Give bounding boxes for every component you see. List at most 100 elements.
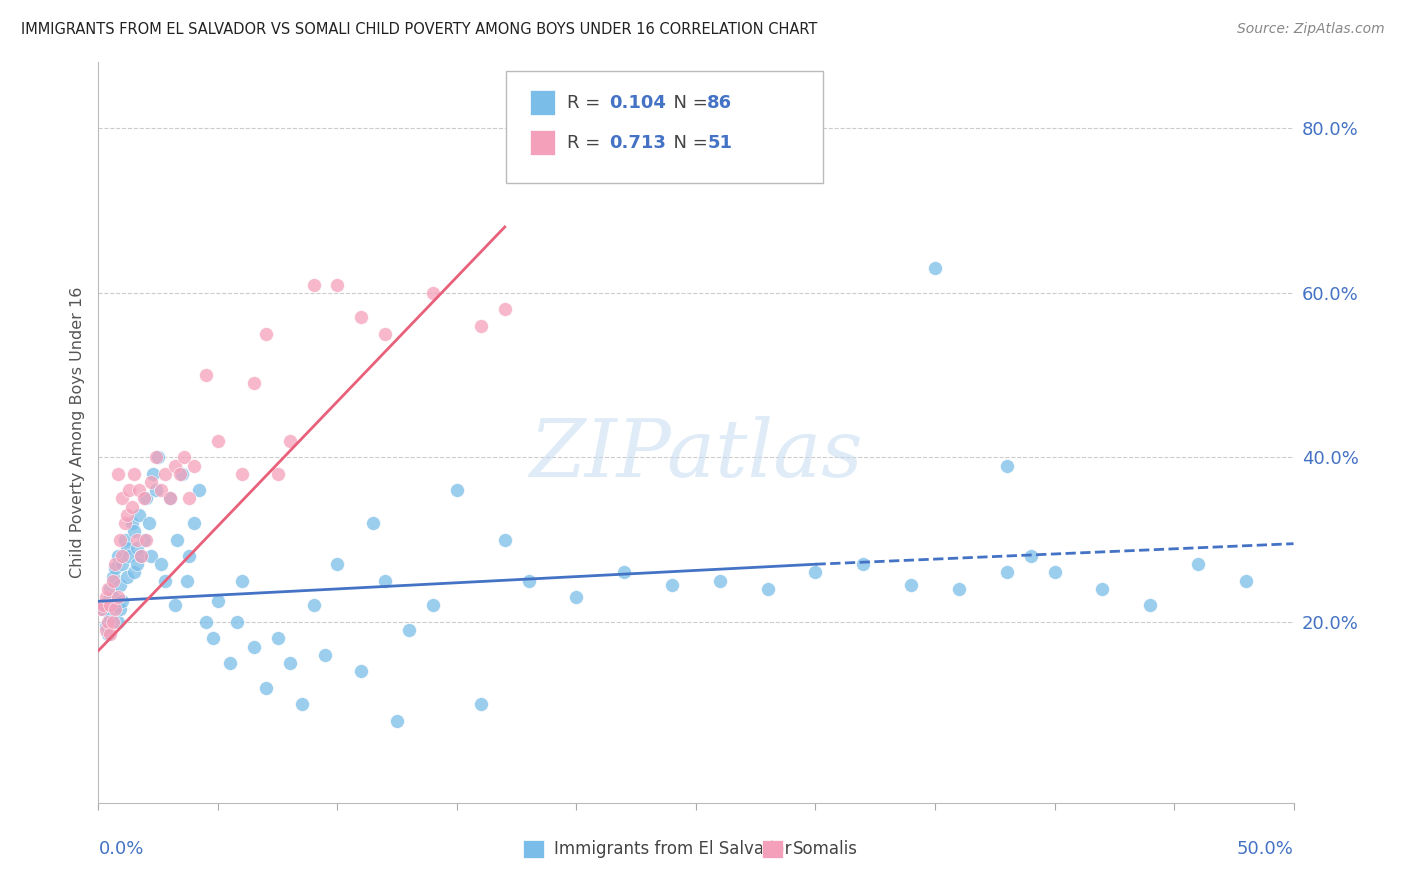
Point [159, 491, 181, 506]
Point [176, 574, 198, 588]
Point [207, 594, 229, 608]
Point [145, 483, 167, 498]
Point [131, 549, 153, 563]
Point [139, 475, 162, 489]
Point [115, 569, 138, 583]
Point [470, 697, 492, 711]
Point [125, 541, 148, 555]
Point [115, 508, 138, 522]
Text: R =: R = [567, 94, 606, 112]
Point [183, 516, 205, 530]
Point [326, 277, 349, 292]
Point [135, 533, 157, 547]
Point [111, 594, 134, 608]
Point [118, 549, 141, 563]
Point [145, 450, 167, 465]
Point [124, 467, 146, 481]
Point [108, 602, 131, 616]
Point [226, 615, 249, 629]
Point [115, 541, 138, 555]
Point [374, 574, 396, 588]
Point [385, 714, 409, 728]
Point [709, 574, 731, 588]
Point [1019, 549, 1042, 563]
Point [104, 558, 127, 572]
Point [924, 261, 946, 276]
Point [243, 376, 266, 391]
Point [326, 558, 349, 572]
Point [948, 582, 970, 596]
Point [107, 467, 129, 481]
Point [995, 566, 1018, 580]
Point [852, 558, 875, 572]
Point [995, 458, 1018, 473]
Point [97, 627, 120, 641]
Point [94, 623, 117, 637]
Point [118, 483, 141, 498]
Point [494, 533, 516, 547]
Point [125, 533, 148, 547]
Point [470, 318, 492, 333]
Point [91, 602, 114, 616]
Point [91, 599, 114, 613]
Point [291, 697, 314, 711]
Point [107, 549, 129, 563]
Text: 0.713: 0.713 [609, 134, 665, 152]
Point [756, 582, 779, 596]
Point [254, 681, 277, 695]
Point [243, 640, 266, 654]
Point [231, 574, 253, 588]
Point [107, 590, 129, 604]
Text: IMMIGRANTS FROM EL SALVADOR VS SOMALI CHILD POVERTY AMONG BOYS UNDER 16 CORRELAT: IMMIGRANTS FROM EL SALVADOR VS SOMALI CH… [21, 22, 817, 37]
Point [494, 302, 516, 317]
Point [1234, 574, 1257, 588]
Point [1091, 582, 1114, 596]
Point [1187, 558, 1209, 572]
Text: ZIPatlas: ZIPatlas [529, 416, 863, 493]
Point [98, 582, 122, 596]
Point [111, 491, 134, 506]
Point [155, 574, 177, 588]
Point [155, 467, 177, 481]
Point [97, 615, 120, 629]
Point [101, 574, 124, 588]
Point [267, 467, 290, 481]
Point [231, 467, 253, 481]
Point [124, 524, 146, 539]
Point [398, 623, 420, 637]
Point [1139, 599, 1161, 613]
Point [104, 599, 127, 613]
Text: N =: N = [662, 94, 714, 112]
Point [163, 599, 186, 613]
Point [169, 467, 191, 481]
Point [446, 483, 468, 498]
Point [121, 516, 143, 530]
Point [202, 632, 225, 646]
Point [149, 483, 172, 498]
Text: 86: 86 [707, 94, 733, 112]
Point [159, 491, 181, 506]
Point [187, 483, 209, 498]
Point [111, 549, 134, 563]
Point [173, 450, 195, 465]
Point [166, 533, 188, 547]
Point [278, 656, 301, 670]
Point [148, 450, 170, 465]
Point [179, 549, 201, 563]
Point [517, 574, 540, 588]
Point [363, 516, 385, 530]
Text: N =: N = [662, 134, 714, 152]
Point [124, 566, 146, 580]
Point [128, 483, 150, 498]
Point [101, 569, 124, 583]
Point [195, 615, 218, 629]
Point [613, 566, 636, 580]
Point [132, 533, 155, 547]
Point [315, 648, 337, 662]
Point [125, 558, 148, 572]
Point [138, 516, 160, 530]
Point [101, 615, 124, 629]
Point [422, 285, 444, 300]
Point [132, 491, 155, 506]
Point [565, 590, 588, 604]
